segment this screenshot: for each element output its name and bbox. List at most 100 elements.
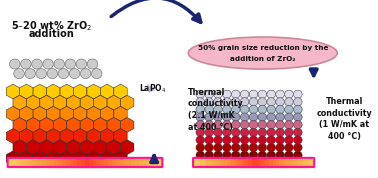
Circle shape <box>214 113 222 121</box>
Circle shape <box>223 98 231 106</box>
Bar <box>200 158 204 167</box>
Bar <box>27 158 31 167</box>
Bar <box>256 158 259 167</box>
Circle shape <box>9 59 20 69</box>
Circle shape <box>196 121 204 129</box>
Circle shape <box>43 59 53 69</box>
Bar <box>73 158 77 167</box>
Circle shape <box>54 59 65 69</box>
Bar <box>135 158 139 167</box>
Bar <box>146 158 150 167</box>
Bar <box>50 158 54 167</box>
Circle shape <box>231 90 240 98</box>
Circle shape <box>285 128 293 137</box>
Bar <box>66 158 70 167</box>
Bar <box>127 158 131 167</box>
Circle shape <box>276 90 284 98</box>
Circle shape <box>91 69 102 79</box>
Circle shape <box>276 113 284 121</box>
Bar <box>304 158 307 167</box>
Circle shape <box>267 143 276 152</box>
Circle shape <box>258 143 267 152</box>
Circle shape <box>214 151 222 159</box>
Bar <box>269 158 273 167</box>
Circle shape <box>293 113 302 121</box>
Bar <box>119 158 123 167</box>
Circle shape <box>196 128 204 137</box>
Circle shape <box>65 59 76 69</box>
Circle shape <box>214 121 222 129</box>
Bar <box>197 158 200 167</box>
Circle shape <box>293 105 302 114</box>
Ellipse shape <box>188 37 337 69</box>
Circle shape <box>231 121 240 129</box>
Bar <box>214 158 218 167</box>
Bar <box>93 158 96 167</box>
Bar <box>108 158 112 167</box>
Bar <box>154 158 158 167</box>
Bar <box>307 158 310 167</box>
Bar <box>143 158 146 167</box>
Circle shape <box>87 59 98 69</box>
Circle shape <box>285 121 293 129</box>
Circle shape <box>214 143 222 152</box>
Circle shape <box>196 143 204 152</box>
Circle shape <box>240 98 249 106</box>
Circle shape <box>249 121 258 129</box>
Circle shape <box>276 151 284 159</box>
Circle shape <box>285 151 293 159</box>
Text: 5–20 wt% ZrO$_2$: 5–20 wt% ZrO$_2$ <box>11 19 92 33</box>
Circle shape <box>205 143 214 152</box>
Circle shape <box>214 90 222 98</box>
Bar <box>211 158 214 167</box>
Circle shape <box>276 128 284 137</box>
Circle shape <box>276 98 284 106</box>
Bar <box>58 158 62 167</box>
Bar <box>158 158 162 167</box>
Circle shape <box>267 105 276 114</box>
Text: addition: addition <box>28 29 74 39</box>
Circle shape <box>196 113 204 121</box>
Circle shape <box>258 121 267 129</box>
Circle shape <box>276 105 284 114</box>
Circle shape <box>240 105 249 114</box>
Circle shape <box>205 113 214 121</box>
Circle shape <box>249 98 258 106</box>
Circle shape <box>258 90 267 98</box>
Bar <box>123 158 127 167</box>
Bar <box>77 158 81 167</box>
Bar <box>245 158 248 167</box>
Bar <box>276 158 279 167</box>
Circle shape <box>205 136 214 144</box>
Bar <box>43 158 46 167</box>
Bar <box>46 158 50 167</box>
Bar <box>225 158 228 167</box>
Circle shape <box>196 90 204 98</box>
Circle shape <box>267 151 276 159</box>
Circle shape <box>293 90 302 98</box>
Bar <box>96 158 100 167</box>
Text: addition of ZrO₂: addition of ZrO₂ <box>230 56 296 62</box>
Circle shape <box>285 113 293 121</box>
Circle shape <box>14 69 24 79</box>
Bar <box>259 158 262 167</box>
Circle shape <box>223 128 231 137</box>
Bar <box>31 158 35 167</box>
Circle shape <box>240 151 249 159</box>
Circle shape <box>249 143 258 152</box>
Circle shape <box>240 143 249 152</box>
Bar <box>296 158 300 167</box>
Text: 50% grain size reduction by the: 50% grain size reduction by the <box>198 45 328 51</box>
Circle shape <box>231 136 240 144</box>
Circle shape <box>258 151 267 159</box>
Circle shape <box>196 136 204 144</box>
Bar <box>231 158 235 167</box>
Circle shape <box>249 113 258 121</box>
Circle shape <box>231 98 240 106</box>
Circle shape <box>205 121 214 129</box>
Circle shape <box>267 128 276 137</box>
Circle shape <box>196 151 204 159</box>
Circle shape <box>267 90 276 98</box>
Circle shape <box>223 105 231 114</box>
Circle shape <box>223 143 231 152</box>
